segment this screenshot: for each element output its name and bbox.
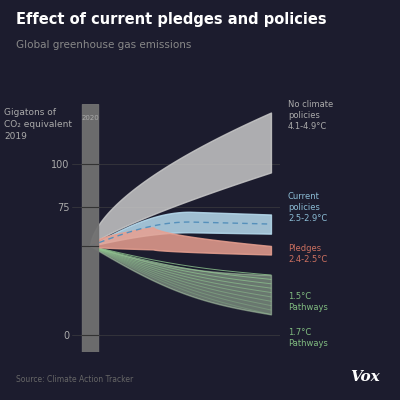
Text: 1.5°C
Pathways: 1.5°C Pathways: [288, 292, 328, 312]
Text: 2020: 2020: [81, 115, 99, 121]
Text: Source: Climate Action Tracker: Source: Climate Action Tracker: [16, 375, 133, 384]
Text: No climate
policies
4.1-4.9°C: No climate policies 4.1-4.9°C: [288, 100, 333, 131]
Bar: [82, 104, 98, 352]
Text: Gigatons of
CO₂ equivalent
2019: Gigatons of CO₂ equivalent 2019: [4, 108, 72, 141]
Text: Current
policies
2.5-2.9°C: Current policies 2.5-2.9°C: [288, 192, 327, 223]
Text: Effect of current pledges and policies: Effect of current pledges and policies: [16, 12, 327, 27]
Text: Pledges
2.4-2.5°C: Pledges 2.4-2.5°C: [288, 244, 327, 264]
Text: Global greenhouse gas emissions: Global greenhouse gas emissions: [16, 40, 191, 50]
Text: Vox: Vox: [350, 370, 380, 384]
Text: 1.7°C
Pathways: 1.7°C Pathways: [288, 328, 328, 348]
